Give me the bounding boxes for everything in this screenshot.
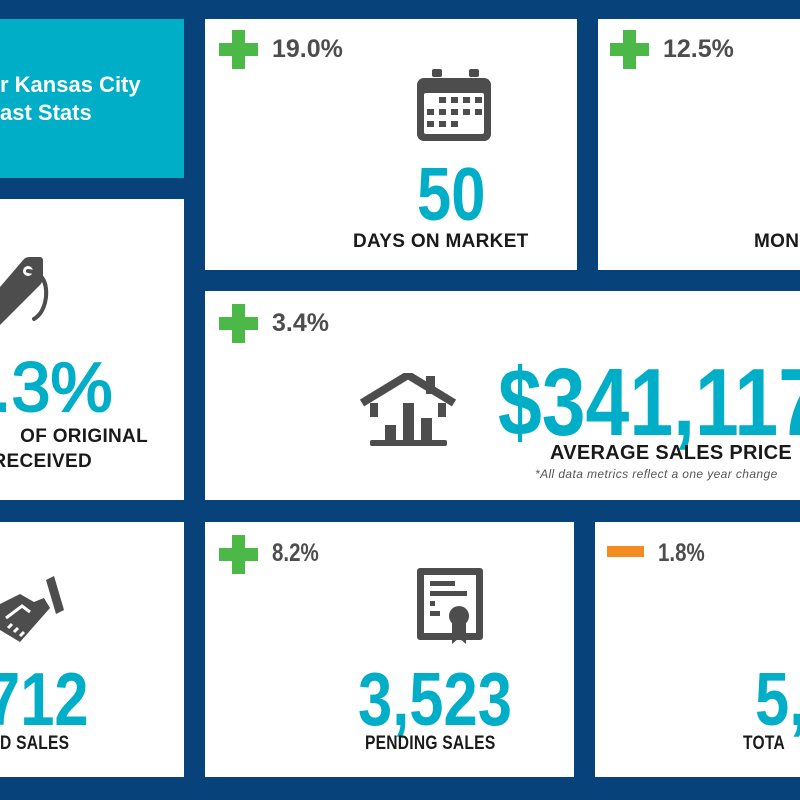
- change-value: 1.8%: [658, 539, 705, 567]
- total-label: TOTA: [743, 733, 785, 754]
- increase-icon: [219, 535, 258, 574]
- pct-original-label-1: OF ORIGINAL: [20, 426, 148, 447]
- title-line-1: r Kansas City: [0, 72, 141, 97]
- pct-original-value: .3%: [0, 348, 114, 426]
- handshake-icon: [0, 576, 64, 642]
- days-on-market-card: 19.0% 50 DAYS ON MARKET: [205, 19, 577, 270]
- increase-icon: [219, 304, 258, 343]
- pending-sales-label: PENDING SALES: [365, 733, 496, 754]
- change-value: 3.4%: [272, 309, 329, 337]
- house-chart-icon: [360, 373, 457, 446]
- calendar-icon: [417, 69, 491, 141]
- change-value: 19.0%: [272, 35, 343, 63]
- months-card: 12.5% MON: [598, 19, 800, 270]
- footnote: *All data metrics reflect a one year cha…: [535, 467, 778, 481]
- closed-sales-card: 712 D SALES: [0, 522, 184, 777]
- months-label: MON: [754, 231, 800, 252]
- pending-sales-card: 8.2% 3,523 PENDING SALES: [205, 522, 574, 777]
- title-panel: r Kansas City ast Stats: [0, 19, 184, 178]
- change-value: 8.2%: [272, 539, 319, 567]
- price-tag-icon: [0, 257, 49, 325]
- change-value: 12.5%: [663, 35, 734, 63]
- increase-icon: [610, 30, 649, 69]
- average-price-label: AVERAGE SALES PRICE: [550, 442, 793, 464]
- days-on-market-label: DAYS ON MARKET: [353, 231, 529, 252]
- total-value: 5,: [755, 657, 800, 741]
- pct-original-label-2: RECEIVED: [0, 451, 92, 472]
- title-line-2: ast Stats: [0, 100, 92, 125]
- days-on-market-value: 50: [417, 152, 486, 236]
- increase-icon: [219, 30, 258, 69]
- total-card: 1.8% 5, TOTA: [595, 522, 800, 777]
- closed-sales-value: 712: [0, 657, 89, 741]
- pct-original-card: .3% OF ORIGINAL RECEIVED: [0, 199, 184, 500]
- decrease-icon: [607, 546, 644, 557]
- average-price-value: $341,117: [498, 349, 800, 456]
- pending-sales-value: 3,523: [358, 657, 512, 741]
- certificate-icon: [417, 568, 483, 644]
- closed-sales-label: D SALES: [0, 733, 70, 754]
- average-price-card: 3.4% $341,117 AVERAGE SALES PRICE *All d…: [205, 291, 800, 500]
